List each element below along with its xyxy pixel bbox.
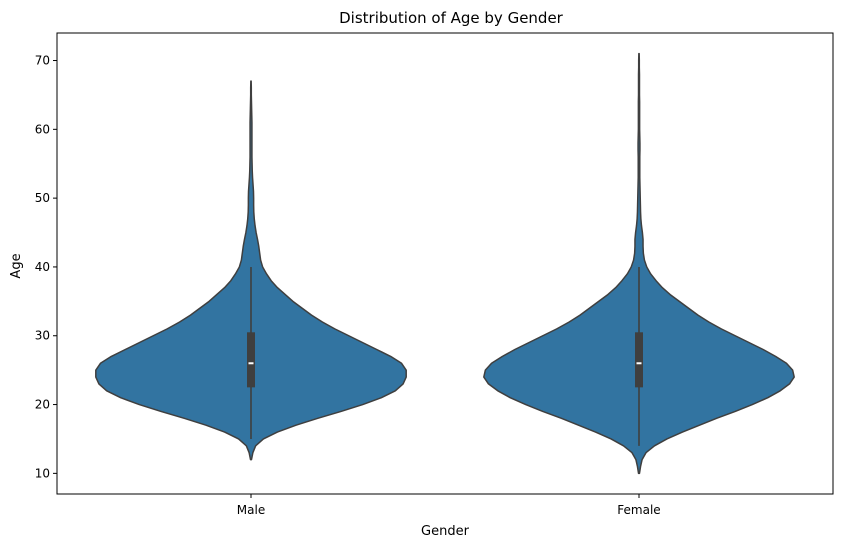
chart-title: Distribution of Age by Gender (339, 9, 564, 27)
violin-female (483, 52, 795, 475)
x-tick-label-male: Male (237, 503, 265, 517)
x-axis-label: Gender (421, 524, 470, 539)
plot-frame (56, 32, 834, 495)
y-tick-label: 40 (35, 260, 50, 274)
x-tick-label-female: Female (617, 503, 660, 517)
y-tick-label: 70 (35, 54, 50, 68)
plot-area (95, 52, 795, 475)
iqr-box (247, 332, 255, 388)
y-tick-label: 10 (35, 466, 50, 480)
y-axis-label: Age (9, 253, 24, 278)
y-axis: 10 20 30 40 50 60 70 (35, 54, 57, 480)
y-tick-label: 20 (35, 398, 50, 412)
violin-male (95, 80, 407, 461)
y-tick-label: 30 (35, 329, 50, 343)
iqr-box (635, 332, 643, 388)
y-tick-label: 60 (35, 122, 50, 136)
violin-body (483, 52, 795, 475)
x-axis: Male Female (237, 494, 661, 517)
y-tick-label: 50 (35, 191, 50, 205)
